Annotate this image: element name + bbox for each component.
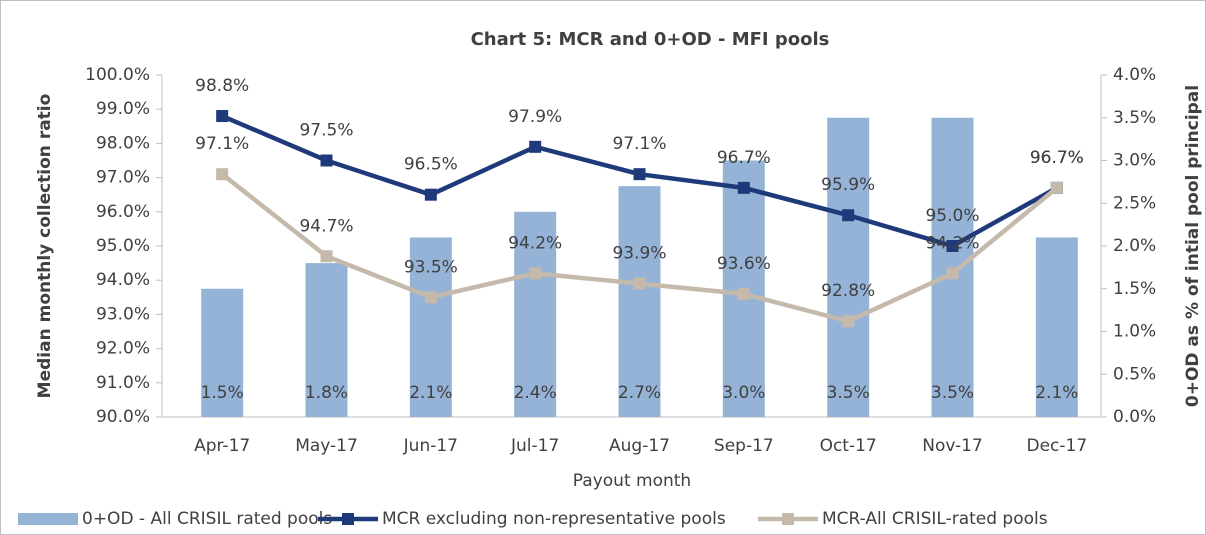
y2-tick-label: 3.0%	[1113, 151, 1156, 171]
x-tick-label: Jun-17	[403, 436, 458, 456]
y2-tick-label: 0.5%	[1113, 364, 1156, 384]
y-tick-label: 93.0%	[96, 304, 150, 324]
y-tick-label: 96.0%	[96, 202, 150, 222]
line-value-label: 97.5%	[299, 121, 353, 141]
line-value-label: 96.5%	[404, 155, 458, 175]
bar	[514, 211, 557, 417]
bar	[1035, 237, 1078, 417]
x-tick-label: Oct-17	[820, 436, 877, 456]
y-tick-label: 99.0%	[96, 99, 150, 119]
x-axis-title: Payout month	[573, 471, 691, 491]
y2-tick-label: 2.0%	[1113, 236, 1156, 256]
bar-value-label: 1.5%	[201, 383, 244, 403]
bar	[827, 117, 870, 417]
bar-value-label: 2.1%	[409, 383, 452, 403]
line-marker	[842, 315, 855, 328]
bar-value-label: 3.5%	[931, 383, 974, 403]
line-value-label: 95.0%	[925, 206, 979, 226]
legend-swatch	[18, 513, 78, 525]
y-tick-label: 90.0%	[96, 407, 150, 427]
line-marker	[946, 240, 959, 252]
y-tick-label: 98.0%	[96, 133, 150, 153]
y-tick-label: 94.0%	[96, 270, 150, 290]
y-tick-label: 92.0%	[96, 339, 150, 359]
y-tick-label: 100.0%	[85, 65, 150, 85]
x-tick-label: Dec-17	[1026, 436, 1087, 456]
y-tick-label: 97.0%	[96, 168, 150, 188]
y2-tick-label: 4.0%	[1113, 65, 1156, 85]
x-tick-label: Sep-17	[714, 436, 774, 456]
line-value-label: 96.7%	[717, 148, 771, 168]
y2-tick-label: 2.5%	[1113, 193, 1156, 213]
line-value-label: 94.7%	[299, 216, 353, 236]
y2-tick-label: 1.0%	[1113, 322, 1156, 342]
x-tick-label: Apr-17	[194, 436, 250, 456]
line-value-label: 93.9%	[612, 244, 666, 264]
line-value-label: 94.2%	[925, 233, 979, 253]
line-marker	[1050, 181, 1063, 194]
bar	[618, 186, 661, 417]
line-value-label: 94.2%	[508, 233, 562, 253]
y-axis-title: Median monthly collection ratio	[35, 94, 55, 399]
line-marker	[842, 209, 855, 222]
bar	[201, 288, 244, 417]
y2-axis-title: 0+OD as % of intial pool principal	[1183, 85, 1203, 407]
legend-label: 0+OD - All CRISIL rated pools	[82, 509, 332, 529]
line-value-label: 92.8%	[821, 281, 875, 301]
bar	[305, 263, 348, 417]
legend-marker	[782, 513, 794, 525]
line-value-label: 96.7%	[1030, 148, 1084, 168]
legend-label: MCR excluding non-representative pools	[382, 509, 726, 529]
y-tick-label: 91.0%	[96, 373, 150, 393]
bar-value-label: 2.1%	[1035, 383, 1078, 403]
bar-value-label: 3.5%	[827, 383, 870, 403]
line-value-label: 98.8%	[195, 76, 249, 96]
x-tick-label: Aug-17	[609, 436, 670, 456]
line-value-label: 97.9%	[508, 107, 562, 127]
bar-value-label: 2.4%	[514, 383, 557, 403]
y2-tick-label: 0.0%	[1113, 407, 1156, 427]
line-marker	[529, 267, 542, 280]
line-value-label: 96.7%	[1030, 148, 1084, 168]
line-marker	[633, 277, 646, 290]
bar-value-label: 1.8%	[305, 383, 348, 403]
bar-value-label: 2.7%	[618, 383, 661, 403]
line-marker	[633, 168, 646, 181]
line-marker	[529, 140, 542, 153]
legend-marker	[342, 513, 354, 525]
line-marker	[320, 250, 333, 263]
legend-label: MCR-All CRISIL-rated pools	[822, 509, 1048, 529]
line-marker	[216, 168, 229, 181]
line-value-label: 97.1%	[612, 134, 666, 154]
line-marker	[946, 267, 959, 280]
line-marker	[737, 181, 750, 194]
y2-tick-label: 1.5%	[1113, 279, 1156, 299]
x-tick-label: Nov-17	[922, 436, 983, 456]
line-marker	[424, 291, 437, 304]
line-value-label: 95.9%	[821, 175, 875, 195]
y2-tick-label: 3.5%	[1113, 108, 1156, 128]
line-marker	[320, 154, 333, 167]
x-tick-label: Jul-17	[510, 436, 559, 456]
line-marker	[216, 110, 229, 123]
line-marker	[424, 188, 437, 201]
chart-title: Chart 5: MCR and 0+OD - MFI pools	[471, 29, 830, 50]
line-value-label: 93.6%	[717, 254, 771, 274]
bar-value-label: 3.0%	[722, 383, 765, 403]
line-marker	[737, 287, 750, 300]
bar	[409, 237, 452, 417]
line-value-label: 93.5%	[404, 257, 458, 277]
line-value-label: 97.1%	[195, 134, 249, 154]
x-tick-label: May-17	[295, 436, 358, 456]
y-tick-label: 95.0%	[96, 236, 150, 256]
